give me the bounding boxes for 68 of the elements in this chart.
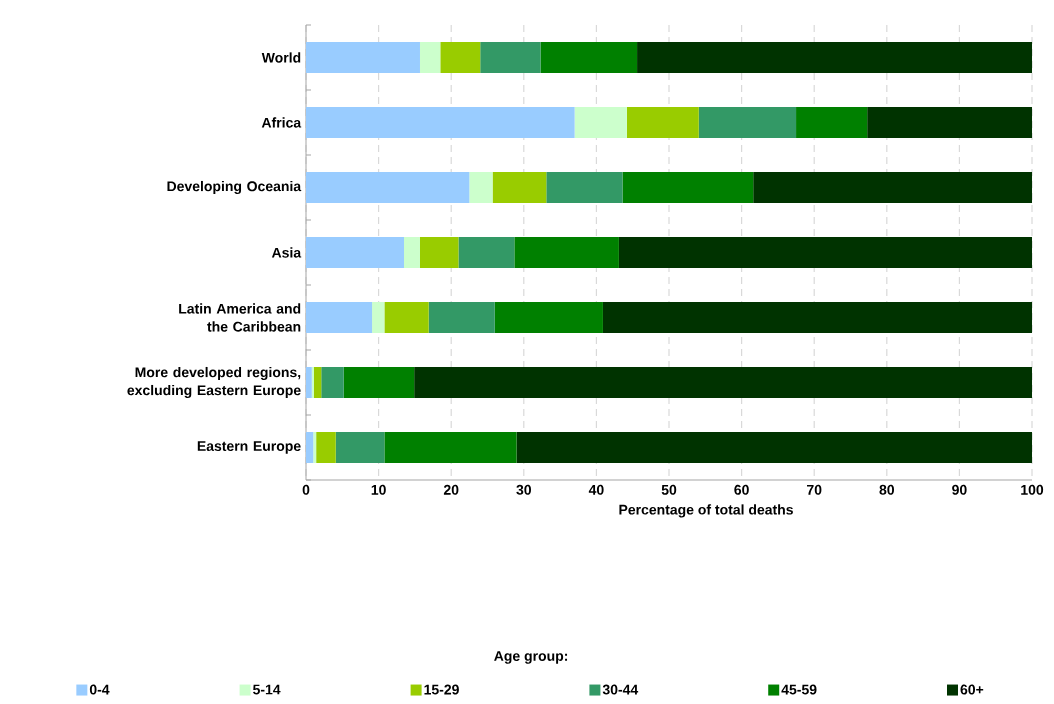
y-tick-label: Eastern Europe [197,441,301,454]
x-tick-label: 60 [734,484,749,495]
bar [480,42,541,73]
bar [335,432,385,463]
bar [469,172,493,203]
x-tick-label: 80 [879,484,895,495]
bar [306,107,575,138]
x-tick-label: 90 [952,484,967,495]
bar [313,367,322,399]
x-tick-label: 20 [443,484,459,495]
bar [419,42,441,73]
bar [637,42,1033,73]
x-tick-label: 50 [661,484,677,495]
bar [698,107,797,138]
legend-label: 60+ [960,684,984,695]
x-tick-label: 0 [302,484,310,495]
bar [867,107,1033,138]
bar [372,302,385,334]
y-tick-label: World [261,52,301,63]
x-tick-label: 40 [588,484,604,495]
bar [753,172,1033,203]
bar [574,107,627,138]
bar [384,432,517,463]
bar [540,42,638,73]
bar [796,107,868,138]
legend-label: 15-29 [424,684,459,695]
legend-label: 45-59 [781,684,817,695]
bar [414,367,1033,399]
bar [514,237,619,269]
bar [546,172,623,203]
bar [316,432,336,463]
bar [313,432,317,463]
bar [306,432,314,463]
bar [626,107,699,138]
bar [618,237,1033,269]
bar [419,237,459,269]
bar [492,172,547,203]
x-tick-label: 10 [371,484,386,495]
x-axis-title: Percentage of total deaths [619,504,793,518]
x-tick-label: 30 [516,484,532,495]
bar [384,302,429,334]
bar [321,367,344,399]
legend-label: 5-14 [253,684,281,695]
bar [306,237,405,269]
bar [306,42,420,73]
y-tick-label: Africa [261,117,302,128]
x-tick-label: 70 [807,484,822,495]
bar [306,172,470,203]
bar [494,302,603,334]
legend-label: 0-4 [89,684,110,695]
bar [440,42,481,73]
bar [602,302,1033,334]
bar [343,367,415,399]
bar [458,237,515,269]
bar [306,367,312,399]
bar [311,367,314,399]
bar [516,432,1033,463]
bar [404,237,420,269]
y-tick-label: More developed regions, excluding Eastern Europe [127,366,301,399]
bar [622,172,754,203]
y-tick-label: Developing Oceania [167,180,302,195]
bar [306,302,373,334]
y-tick-label: Asia [271,247,302,258]
x-tick-label: 100 [1021,484,1044,495]
legend-title: Age group: [494,651,568,664]
legend-label: 30-44 [602,684,639,695]
y-tick-label: Latin America and the Caribbean [179,303,301,332]
bar [428,302,495,334]
